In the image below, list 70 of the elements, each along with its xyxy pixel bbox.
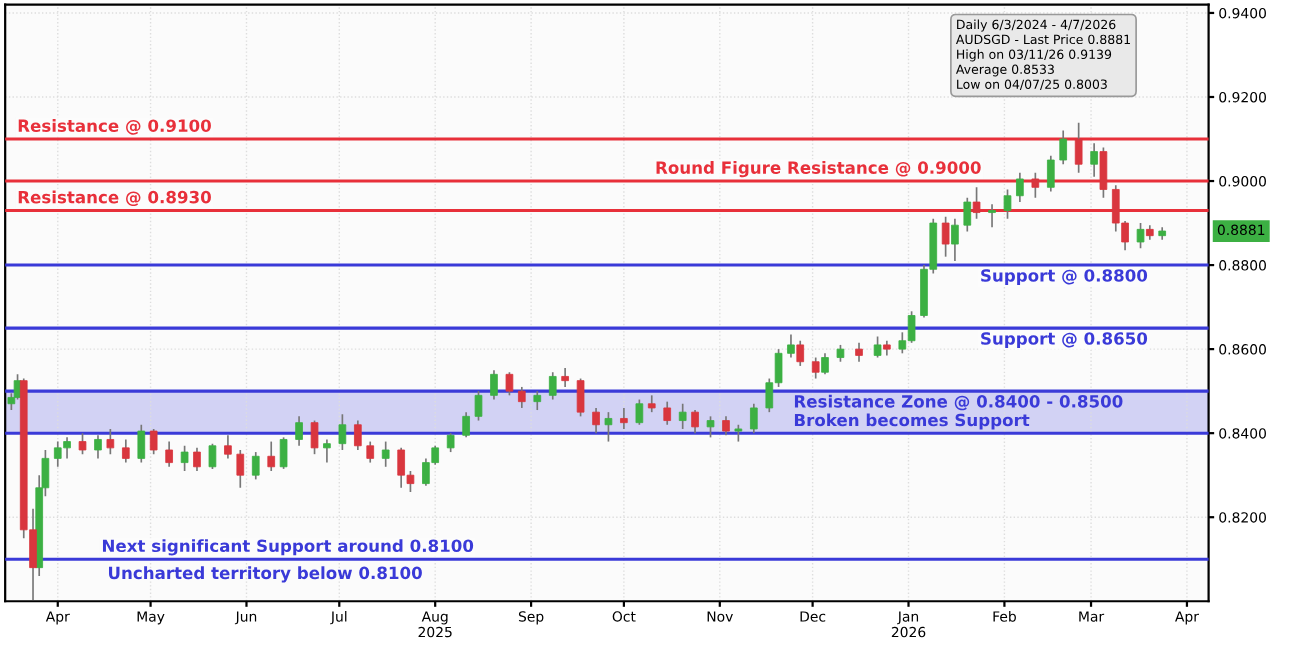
candlestick xyxy=(474,390,483,422)
candlestick xyxy=(963,197,972,233)
candlestick xyxy=(267,440,276,472)
candlestick xyxy=(787,333,795,359)
candlestick xyxy=(224,434,232,460)
candlestick xyxy=(1016,171,1024,203)
candlestick xyxy=(193,447,201,472)
ref-line-label: Round Figure Resistance @ 0.9000 xyxy=(656,161,981,178)
candlestick xyxy=(988,203,996,229)
candlestick xyxy=(678,402,687,430)
candlestick xyxy=(873,335,882,359)
candlestick xyxy=(122,438,130,464)
candlestick xyxy=(533,390,542,411)
candlestick xyxy=(236,449,245,489)
candlestick xyxy=(706,415,715,439)
candlestick xyxy=(251,451,260,481)
candlestick xyxy=(446,432,455,453)
candlestick xyxy=(1003,188,1012,220)
candlestick xyxy=(1059,129,1068,166)
candlestick xyxy=(1074,121,1083,174)
annotation: Uncharted territory below 0.8100 xyxy=(109,566,422,583)
candlestick xyxy=(310,419,319,456)
candlestick xyxy=(941,215,950,258)
candlestick xyxy=(517,386,526,409)
candlestick xyxy=(951,218,959,262)
candlestick xyxy=(338,413,347,451)
candlestick xyxy=(750,402,758,435)
candlestick xyxy=(548,371,557,401)
candlestick xyxy=(323,438,331,464)
candlestick xyxy=(295,415,303,447)
candlestick xyxy=(1031,171,1040,199)
candlestick xyxy=(165,440,173,468)
candlestick xyxy=(592,407,600,435)
candlestick xyxy=(78,432,87,456)
candlestick xyxy=(208,442,217,470)
candlestick xyxy=(1090,142,1098,178)
candlestick xyxy=(663,400,672,426)
ref-line-label: Resistance @ 0.9100 xyxy=(18,119,211,135)
candlestick xyxy=(855,341,863,363)
candlestick xyxy=(354,419,362,451)
candlestick xyxy=(1047,154,1055,193)
ref-line-label: Resistance @ 0.8930 xyxy=(18,190,211,207)
candlestick xyxy=(505,371,514,397)
candlestick xyxy=(137,423,146,464)
candlestick xyxy=(279,436,288,470)
candlestick xyxy=(180,444,189,472)
ref-line-label: Next significant Support around 0.8100 xyxy=(102,539,474,556)
candlestick xyxy=(1136,222,1145,250)
candlestick xyxy=(620,407,628,430)
ref-line-label: Support @ 0.8650 xyxy=(981,332,1148,349)
candlestick xyxy=(635,398,644,426)
candlestick xyxy=(1099,146,1108,199)
candlestick xyxy=(462,411,470,439)
candlestick xyxy=(490,369,498,401)
band-label: Resistance Zone @ 0.8400 - 0.8500 Broken becomes Support xyxy=(794,394,1123,430)
candlestick xyxy=(796,339,805,367)
candlestick xyxy=(381,440,390,468)
candlestick xyxy=(691,409,699,435)
candlestick xyxy=(811,356,820,380)
candlestick xyxy=(722,415,730,437)
candlestick xyxy=(561,367,569,388)
candlestick xyxy=(972,186,981,220)
candlestick xyxy=(366,440,375,464)
candlestick xyxy=(94,434,102,460)
candlestick xyxy=(604,411,613,443)
candlestick xyxy=(821,352,829,376)
candlestick xyxy=(576,377,585,418)
candlestick xyxy=(106,428,115,456)
ref-line-label: Support @ 0.8800 xyxy=(981,269,1148,285)
candlestick xyxy=(149,428,158,456)
